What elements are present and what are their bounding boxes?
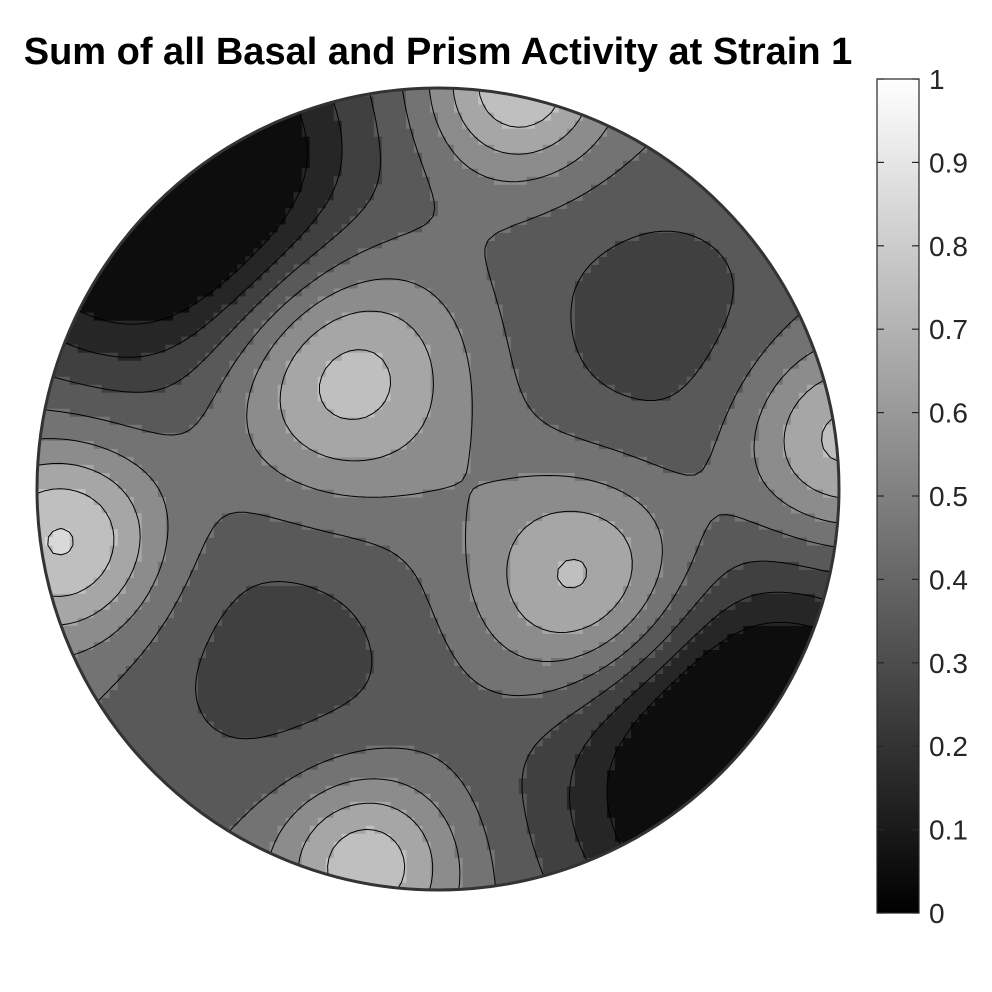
contour-line — [37, 88, 839, 890]
contour-band — [45, 529, 70, 554]
colorbar-tick-label: 0.7 — [929, 314, 968, 345]
contour-line — [47, 528, 74, 556]
contour-line — [37, 88, 839, 890]
colorbar: 0 0.1 0.2 0.3 0.4 0.5 0.6 0.7 0.8 0.9 1 — [876, 64, 968, 929]
chart-title: Sum of all Basal and Prism Activity at S… — [24, 31, 853, 73]
colorbar-tick-label: 0.3 — [929, 648, 968, 679]
colorbar-tick-label: 0.6 — [929, 398, 968, 429]
colorbar-tick-label: 0.9 — [929, 147, 968, 178]
colorbar-tick-label: 0.2 — [929, 731, 968, 762]
contour-field — [37, 88, 839, 890]
pole-figure-boundary — [35, 86, 841, 892]
colorbar-tick-label: 0.8 — [929, 231, 968, 262]
colorbar-tick-label: 0.4 — [929, 564, 968, 595]
colorbar-tick-label: 1 — [929, 64, 945, 95]
contour-band — [37, 88, 839, 890]
colorbar-tick-label: 0 — [929, 898, 945, 929]
colorbar-tick-label: 0.1 — [929, 815, 968, 846]
contour-line — [37, 88, 839, 890]
colorbar-tick-label: 0.5 — [929, 481, 968, 512]
